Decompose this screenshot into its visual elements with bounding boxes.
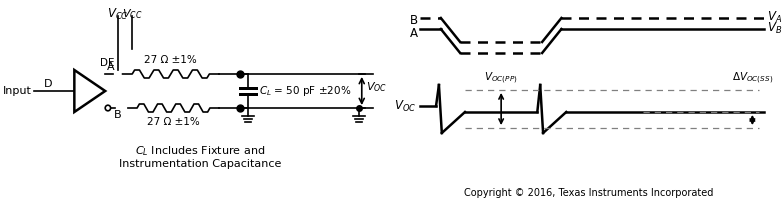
Text: A: A xyxy=(410,27,417,40)
Text: Copyright © 2016, Texas Instruments Incorporated: Copyright © 2016, Texas Instruments Inco… xyxy=(464,188,713,198)
Text: $C_L$ = 50 pF ±20%: $C_L$ = 50 pF ±20% xyxy=(258,84,351,98)
Text: Δ$V_{OC(SS)}$: Δ$V_{OC(SS)}$ xyxy=(732,71,773,86)
Text: $V_{OC}$: $V_{OC}$ xyxy=(366,80,387,94)
Text: $V_{CC}$: $V_{CC}$ xyxy=(107,7,128,22)
Text: $C_L$ Includes Fixture and
Instrumentation Capacitance: $C_L$ Includes Fixture and Instrumentati… xyxy=(118,144,281,169)
Text: $V_{OC}$: $V_{OC}$ xyxy=(395,98,417,114)
Text: D: D xyxy=(44,79,52,89)
Text: DE: DE xyxy=(100,58,115,68)
Text: A: A xyxy=(107,62,115,72)
Text: B: B xyxy=(114,110,121,120)
Text: $V_{CC}$: $V_{CC}$ xyxy=(122,7,143,21)
Text: 27 Ω ±1%: 27 Ω ±1% xyxy=(147,117,200,127)
Text: $V_A$: $V_A$ xyxy=(767,9,782,25)
Text: $V_{OC(PP)}$: $V_{OC(PP)}$ xyxy=(485,71,518,86)
Text: B: B xyxy=(410,14,417,27)
Text: $V_B$: $V_B$ xyxy=(767,20,782,36)
Text: 27 Ω ±1%: 27 Ω ±1% xyxy=(144,55,197,65)
Text: Input: Input xyxy=(3,86,32,96)
